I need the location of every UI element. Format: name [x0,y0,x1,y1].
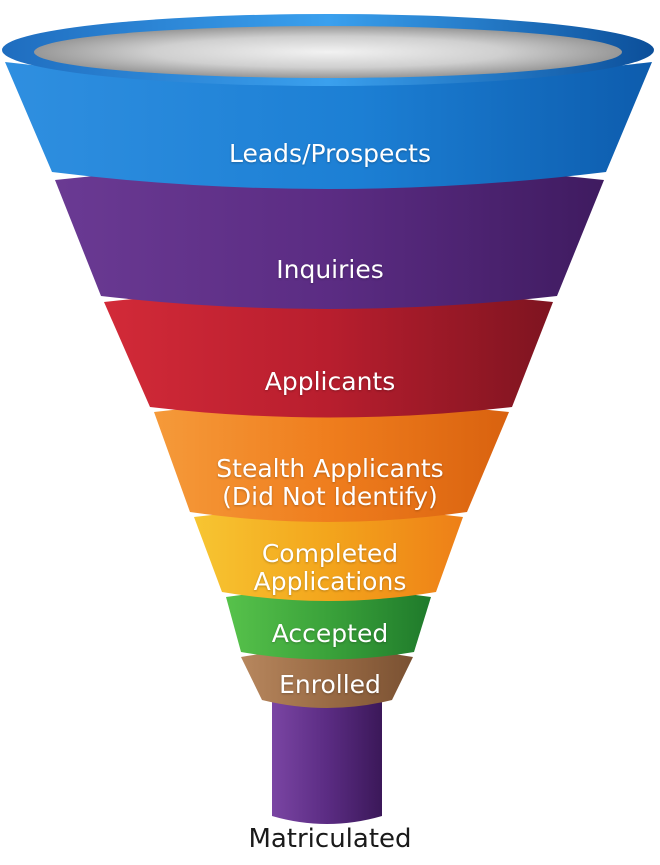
stage-enrolled [241,649,413,708]
spout-segment [272,700,382,824]
stage-applicants [104,290,553,418]
caption-matriculated: Matriculated [248,824,412,854]
stage-inquiries [55,165,604,309]
stage-stealth-applicants [154,402,509,522]
stage-accepted [226,589,431,660]
stage-leads-prospects [5,62,652,189]
stage-completed-applications [194,508,463,601]
funnel-opening [34,26,622,78]
